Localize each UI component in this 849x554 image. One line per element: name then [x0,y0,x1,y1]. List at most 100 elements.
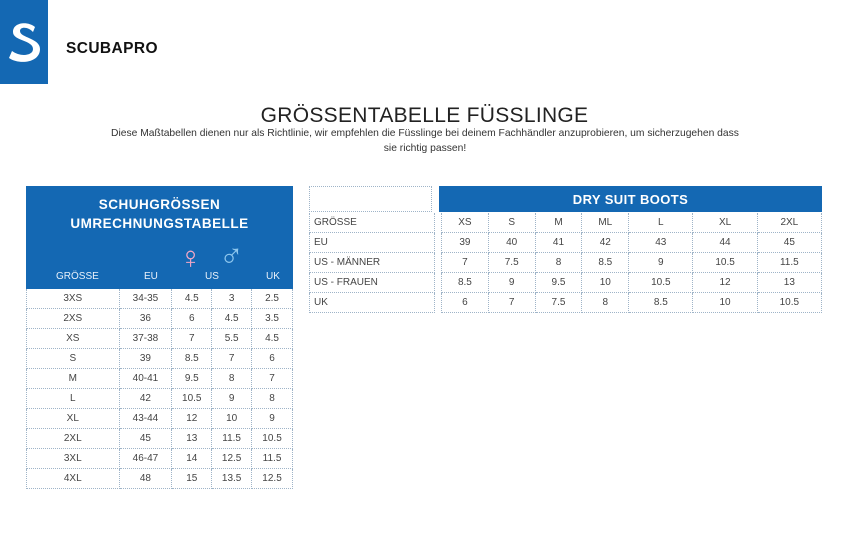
table-cell: 9 [488,272,536,293]
table-cell: 13 [171,428,213,449]
table-cell: 5.5 [211,328,253,349]
table-cell: 14 [171,448,213,469]
table-cell: 8 [535,252,583,273]
table-cell: 34-35 [119,289,173,309]
dry-suit-table-body: GRÖSSE XS S M ML L XL 2XL EU 39 40 41 42 43 44 45 US - M… [309,213,823,313]
brand-name: SCUBAPRO [66,40,158,57]
table-cell: 4XL [26,468,120,489]
table-cell: 43 [628,232,694,253]
table-cell: 9 [251,408,293,429]
table-cell: 4.5 [251,328,293,349]
table-row: GRÖSSE XS S M ML L XL 2XL [309,213,823,233]
table-cell: 12.5 [251,468,293,489]
table-cell: 7.5 [488,252,536,273]
table-row: EU 39 40 41 42 43 44 45 [309,232,823,253]
table-cell: 10.5 [171,388,213,409]
table-cell: 10 [581,272,630,293]
table-cell: 3XS [26,289,120,309]
col-header-groesse: GRÖSSE [56,271,99,282]
table-cell: 2XS [26,308,120,329]
table-row: 3XL 46-47 14 12.5 11.5 [26,448,293,469]
shoe-size-conversion-table: SCHUHGRÖSSEN UMRECHNUNGSTABELLE ♀ ♂ GRÖS… [26,186,293,489]
table-cell: 42 [119,388,173,409]
table-cell: 37-38 [119,328,173,349]
table-cell: 4.5 [171,289,213,309]
table-cell: 8.5 [628,292,694,313]
conversion-table-header: SCHUHGRÖSSEN UMRECHNUNGSTABELLE ♀ ♂ GRÖS… [26,186,293,289]
table-cell: L [26,388,120,409]
table-cell: 12 [171,408,213,429]
table-cell: 2.5 [251,289,293,309]
conversion-table-body: 3XS 34-35 4.5 3 2.5 2XS 36 6 4.5 3.5 XS 37-38 7 5.5 4.… [26,289,293,489]
table-cell: 10 [211,408,253,429]
conversion-heading-line1: SCHUHGRÖSSEN [98,197,221,212]
table-row: UK 6 7 7.5 8 8.5 10 10.5 [309,292,823,313]
table-cell: 4.5 [211,308,253,329]
table-row: XS 37-38 7 5.5 4.5 [26,328,293,349]
dry-suit-heading: DRY SUIT BOOTS [439,186,822,212]
table-cell: M [535,213,583,233]
table-cell: 45 [119,428,173,449]
column-gap [434,213,442,233]
table-row: S 39 8.5 7 6 [26,348,293,369]
dry-suit-label-header [309,186,432,212]
page-subtitle: Diese Maßtabellen dienen nur als Richtli… [111,128,739,154]
table-row: 2XL 45 13 11.5 10.5 [26,428,293,449]
table-cell: 2XL [26,428,120,449]
table-cell: 7 [488,292,536,313]
table-cell: 6 [251,348,293,369]
row-label: US - FRAUEN [309,272,435,293]
table-cell: 9 [211,388,253,409]
table-cell: 15 [171,468,213,489]
table-cell: 6 [171,308,213,329]
table-cell: 12.5 [211,448,253,469]
table-cell: XL [26,408,120,429]
table-cell: 3.5 [251,308,293,329]
table-cell: 10.5 [692,252,758,273]
table-row: US - FRAUEN 8.5 9 9.5 10 10.5 12 13 [309,272,823,293]
table-cell: 7 [441,252,489,273]
table-cell: 8.5 [171,348,213,369]
table-cell: XS [26,328,120,349]
table-cell: 7.5 [535,292,583,313]
table-cell: 6 [441,292,489,313]
table-cell: 40 [488,232,536,253]
table-cell: 36 [119,308,173,329]
table-cell: 7 [171,328,213,349]
table-row: US - MÄNNER 7 7.5 8 8.5 9 10.5 11.5 [309,252,823,273]
table-cell: 9.5 [171,368,213,389]
table-cell: 11.5 [251,448,293,469]
table-cell: 46-47 [119,448,173,469]
table-cell: 10.5 [251,428,293,449]
table-cell: 8 [581,292,630,313]
table-cell: 48 [119,468,173,489]
s-logo-icon [9,23,40,62]
table-cell: 11.5 [757,252,823,273]
table-cell: 10.5 [757,292,823,313]
table-cell: 3XL [26,448,120,469]
table-cell: 3 [211,289,253,309]
column-gap [434,272,442,293]
table-cell: 7 [211,348,253,369]
col-header-us: US [205,271,219,282]
table-row: 2XS 36 6 4.5 3.5 [26,308,293,329]
table-row: 3XS 34-35 4.5 3 2.5 [26,289,293,309]
table-cell: 8 [251,388,293,409]
conversion-heading: SCHUHGRÖSSEN UMRECHNUNGSTABELLE [26,195,293,233]
row-label: US - MÄNNER [309,252,435,273]
table-cell: ML [581,213,630,233]
table-cell: 42 [581,232,630,253]
table-cell: 10 [692,292,758,313]
table-cell: S [26,348,120,369]
table-cell: 43-44 [119,408,173,429]
table-cell: 2XL [757,213,823,233]
col-header-eu: EU [144,271,158,282]
table-cell: 11.5 [211,428,253,449]
table-cell: S [488,213,536,233]
table-row: L 42 10.5 9 8 [26,388,293,409]
table-cell: 44 [692,232,758,253]
table-row: M 40-41 9.5 8 7 [26,368,293,389]
table-cell: 45 [757,232,823,253]
table-cell: 10.5 [628,272,694,293]
table-cell: 12 [692,272,758,293]
